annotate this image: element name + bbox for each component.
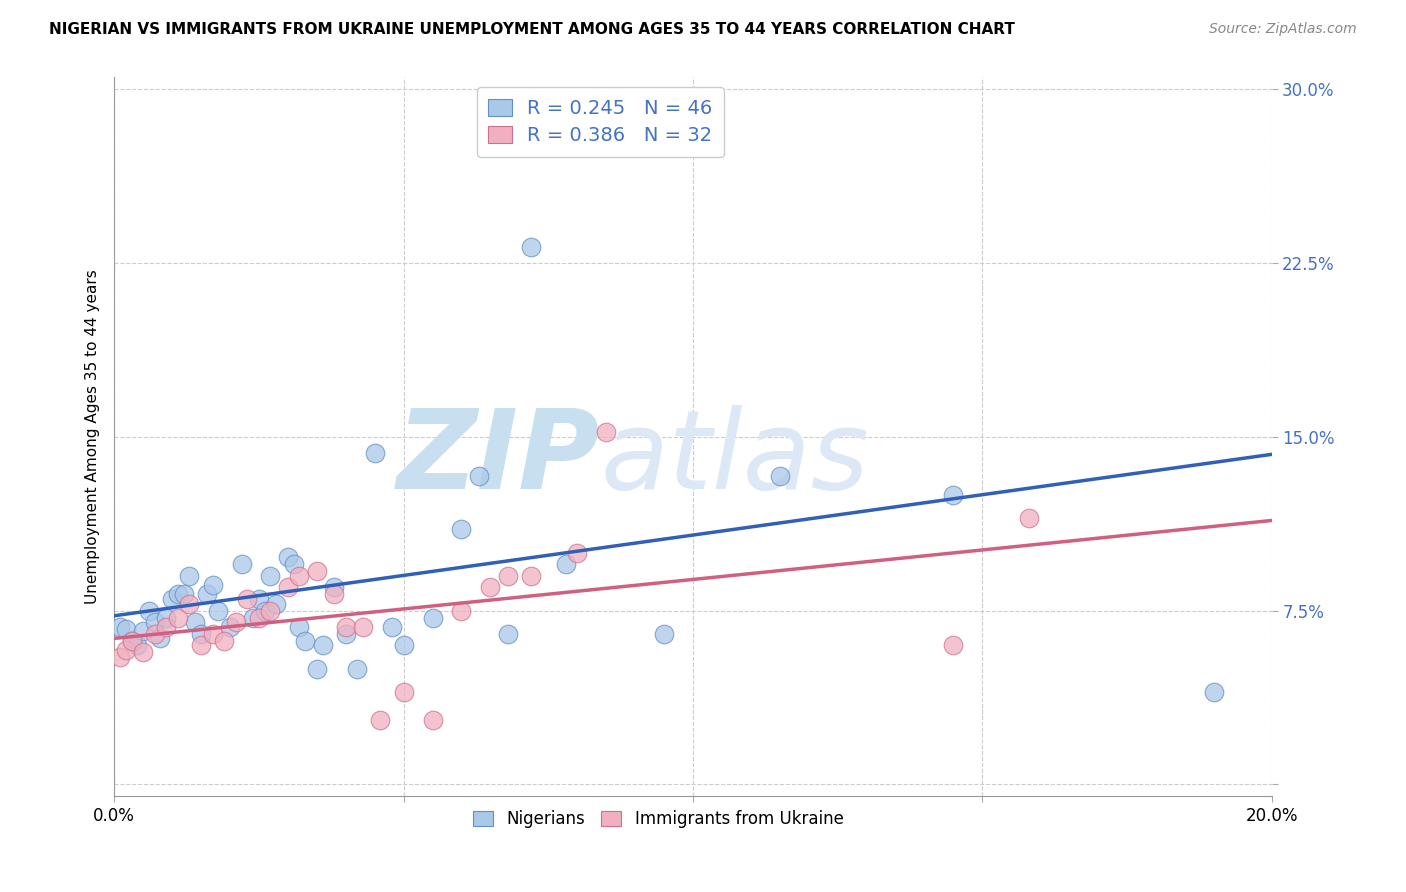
Point — [253, 604, 276, 618]
Point — [225, 615, 247, 630]
Point — [381, 620, 404, 634]
Point — [190, 627, 212, 641]
Point — [520, 569, 543, 583]
Point — [138, 604, 160, 618]
Point — [143, 627, 166, 641]
Point — [219, 620, 242, 634]
Point — [247, 610, 270, 624]
Point — [422, 713, 444, 727]
Point — [288, 569, 311, 583]
Point — [468, 469, 491, 483]
Point — [149, 632, 172, 646]
Point — [190, 639, 212, 653]
Point — [422, 610, 444, 624]
Point — [323, 587, 346, 601]
Point — [155, 620, 177, 634]
Point — [179, 569, 201, 583]
Point — [450, 604, 472, 618]
Point — [143, 615, 166, 630]
Point — [114, 643, 136, 657]
Text: atlas: atlas — [600, 405, 869, 512]
Point — [108, 620, 131, 634]
Point — [173, 587, 195, 601]
Point — [108, 650, 131, 665]
Point — [184, 615, 207, 630]
Point — [195, 587, 218, 601]
Legend: Nigerians, Immigrants from Ukraine: Nigerians, Immigrants from Ukraine — [465, 803, 851, 835]
Point — [567, 546, 589, 560]
Text: Source: ZipAtlas.com: Source: ZipAtlas.com — [1209, 22, 1357, 37]
Point — [242, 610, 264, 624]
Point — [132, 645, 155, 659]
Point — [1202, 685, 1225, 699]
Point — [212, 633, 235, 648]
Point — [479, 581, 502, 595]
Point — [1018, 511, 1040, 525]
Y-axis label: Unemployment Among Ages 35 to 44 years: Unemployment Among Ages 35 to 44 years — [86, 269, 100, 604]
Point — [323, 581, 346, 595]
Point — [231, 558, 253, 572]
Point — [554, 558, 576, 572]
Point — [166, 610, 188, 624]
Point — [496, 569, 519, 583]
Point — [335, 620, 357, 634]
Point — [942, 488, 965, 502]
Point — [201, 578, 224, 592]
Point — [277, 581, 299, 595]
Text: ZIP: ZIP — [396, 405, 600, 512]
Point — [259, 569, 281, 583]
Point — [283, 558, 305, 572]
Point — [288, 620, 311, 634]
Point — [160, 592, 183, 607]
Point — [311, 639, 333, 653]
Point — [624, 117, 647, 131]
Point — [496, 627, 519, 641]
Point — [363, 446, 385, 460]
Point — [305, 662, 328, 676]
Point — [520, 240, 543, 254]
Point — [335, 627, 357, 641]
Point — [155, 610, 177, 624]
Point — [305, 564, 328, 578]
Point — [121, 633, 143, 648]
Point — [450, 523, 472, 537]
Point — [392, 685, 415, 699]
Point — [132, 624, 155, 639]
Point — [121, 633, 143, 648]
Point — [942, 639, 965, 653]
Text: NIGERIAN VS IMMIGRANTS FROM UKRAINE UNEMPLOYMENT AMONG AGES 35 TO 44 YEARS CORRE: NIGERIAN VS IMMIGRANTS FROM UKRAINE UNEM… — [49, 22, 1015, 37]
Point — [236, 592, 259, 607]
Point — [652, 627, 675, 641]
Point — [114, 622, 136, 636]
Point — [166, 587, 188, 601]
Point — [370, 713, 392, 727]
Point — [392, 639, 415, 653]
Point — [179, 597, 201, 611]
Point — [595, 425, 617, 439]
Point — [352, 620, 374, 634]
Point — [247, 592, 270, 607]
Point — [346, 662, 368, 676]
Point — [259, 604, 281, 618]
Point — [201, 627, 224, 641]
Point — [769, 469, 792, 483]
Point — [207, 604, 229, 618]
Point — [294, 633, 316, 648]
Point — [264, 597, 287, 611]
Point — [127, 639, 149, 653]
Point — [277, 550, 299, 565]
